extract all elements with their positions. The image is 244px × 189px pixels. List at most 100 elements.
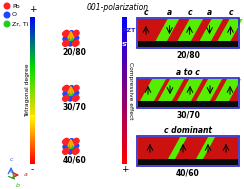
Bar: [30, 21, 35, 23]
Bar: [122, 50, 127, 52]
Polygon shape: [140, 79, 166, 101]
Polygon shape: [158, 79, 184, 101]
Circle shape: [64, 95, 69, 100]
Circle shape: [74, 41, 78, 45]
Text: Tetragonal degree: Tetragonal degree: [26, 64, 30, 117]
Bar: [30, 84, 35, 86]
Circle shape: [70, 31, 74, 35]
Bar: [122, 43, 127, 45]
Polygon shape: [196, 79, 222, 101]
Bar: [30, 97, 35, 99]
Bar: [122, 133, 127, 135]
Text: 40/60: 40/60: [62, 156, 86, 164]
Polygon shape: [196, 137, 215, 159]
Bar: [30, 93, 35, 95]
Bar: [30, 152, 35, 154]
Bar: [122, 100, 127, 102]
Bar: [122, 49, 127, 51]
Polygon shape: [200, 19, 223, 41]
Circle shape: [68, 150, 72, 154]
Bar: [30, 18, 35, 20]
Bar: [30, 19, 35, 21]
Bar: [30, 137, 35, 139]
Polygon shape: [217, 19, 243, 41]
Text: c: c: [144, 8, 148, 17]
Text: Zr, Ti: Zr, Ti: [12, 22, 28, 26]
Circle shape: [63, 32, 68, 36]
Bar: [30, 87, 35, 89]
Bar: [122, 59, 127, 61]
Circle shape: [68, 87, 72, 91]
Circle shape: [74, 40, 79, 45]
Circle shape: [73, 92, 77, 96]
Bar: [122, 105, 127, 107]
Bar: [30, 77, 35, 79]
Bar: [30, 67, 35, 68]
Circle shape: [72, 139, 78, 144]
Bar: [30, 139, 35, 140]
Bar: [122, 131, 127, 133]
Bar: [122, 72, 127, 74]
Bar: [30, 156, 35, 158]
Bar: [30, 103, 35, 105]
Text: 30/70: 30/70: [176, 111, 200, 120]
Bar: [138, 19, 238, 41]
Bar: [122, 46, 127, 48]
Circle shape: [74, 149, 78, 153]
Bar: [122, 16, 127, 19]
Text: c: c: [228, 8, 233, 17]
Bar: [30, 36, 35, 38]
Bar: [122, 39, 127, 40]
Text: b: b: [16, 183, 20, 188]
Circle shape: [74, 91, 79, 95]
Bar: [30, 42, 35, 43]
Circle shape: [4, 21, 10, 27]
Bar: [30, 130, 35, 132]
Text: c: c: [9, 157, 13, 162]
Bar: [30, 34, 35, 36]
Bar: [30, 56, 35, 58]
Bar: [30, 86, 35, 88]
Bar: [30, 149, 35, 151]
Bar: [30, 146, 35, 148]
Circle shape: [64, 138, 69, 143]
Circle shape: [63, 37, 67, 41]
Circle shape: [72, 96, 78, 101]
Bar: [122, 81, 127, 83]
Polygon shape: [155, 19, 179, 41]
Circle shape: [65, 91, 69, 95]
Bar: [122, 91, 127, 93]
Circle shape: [4, 12, 10, 18]
Circle shape: [64, 30, 69, 35]
Text: a: a: [167, 8, 172, 17]
Circle shape: [70, 41, 74, 45]
Bar: [30, 69, 35, 71]
Circle shape: [69, 36, 73, 41]
Bar: [30, 162, 35, 164]
Bar: [30, 78, 35, 80]
Bar: [138, 137, 238, 159]
Text: 20/80: 20/80: [62, 47, 86, 57]
Bar: [122, 139, 127, 140]
Text: +: +: [121, 165, 128, 174]
Bar: [122, 128, 127, 130]
Bar: [30, 24, 35, 26]
Polygon shape: [177, 79, 203, 101]
Bar: [30, 46, 35, 48]
Polygon shape: [177, 19, 203, 41]
Bar: [30, 118, 35, 120]
Circle shape: [4, 3, 10, 9]
Circle shape: [68, 32, 72, 36]
Bar: [122, 83, 127, 85]
Text: a: a: [207, 8, 212, 17]
Bar: [30, 108, 35, 110]
Bar: [30, 147, 35, 149]
Bar: [122, 31, 127, 33]
Bar: [30, 150, 35, 152]
Bar: [122, 68, 127, 70]
Bar: [30, 141, 35, 143]
Text: STO: STO: [122, 42, 136, 46]
Bar: [30, 33, 35, 35]
Bar: [122, 58, 127, 60]
Bar: [122, 153, 127, 155]
